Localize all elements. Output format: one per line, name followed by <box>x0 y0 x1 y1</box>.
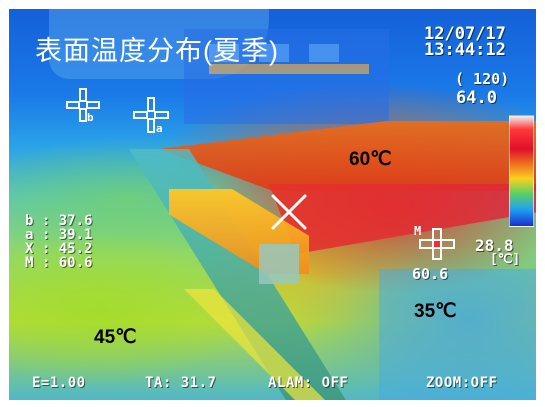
status-ambient-temp: TA: 31.7 <box>145 375 217 391</box>
center-x-marker-icon <box>271 194 307 230</box>
readout-value: : 37.6 <box>41 213 93 229</box>
building-window <box>209 44 239 62</box>
readout-value: : 60.6 <box>41 255 93 271</box>
building-window <box>259 44 289 62</box>
readout-row: X : 45.2 <box>25 241 93 257</box>
road-region <box>379 269 536 400</box>
readout-row: a : 39.1 <box>25 227 93 243</box>
readout-row: M : 60.6 <box>25 255 93 271</box>
annotation-roof-temp: 60℃ <box>349 149 392 170</box>
building-region <box>184 29 389 124</box>
status-alarm: ALAM: OFF <box>268 375 349 391</box>
building-window <box>309 44 339 62</box>
hot-roof-surface <box>159 121 536 191</box>
readout-label: a <box>25 227 34 243</box>
roof-edge-stripe <box>209 64 369 74</box>
temperature-colorbar <box>509 115 534 227</box>
readout-label: b <box>25 213 34 229</box>
readout-label: X <box>25 241 34 257</box>
readout-value: : 39.1 <box>41 227 93 243</box>
planter-box-side <box>259 244 299 284</box>
crosshair-b-icon: b <box>66 88 100 122</box>
scale-max-temp: 64.0 <box>456 88 497 108</box>
max-point-value: 60.6 <box>412 265 449 283</box>
annotation-lawn-temp: 45℃ <box>94 327 137 348</box>
max-point-crosshair-icon: M <box>414 224 455 260</box>
readout-value: : 45.2 <box>41 241 93 257</box>
status-zoom: ZOOM:OFF <box>426 375 498 391</box>
crosshair-a-icon: a <box>133 97 169 133</box>
cursor-m-label: M <box>414 224 421 238</box>
temperature-unit: [℃] <box>490 252 521 267</box>
scale-min-temp: 28.8 <box>475 236 514 255</box>
readout-label: M <box>25 255 34 271</box>
cursor-b-label: b <box>87 111 94 122</box>
scale-setting: ( 120) <box>455 70 510 88</box>
time-readout: 13:44:12 <box>424 40 506 60</box>
readout-row: b : 37.6 <box>25 213 93 229</box>
status-emissivity: E=1.00 <box>32 375 86 391</box>
annotation-road-temp: 35℃ <box>414 301 457 322</box>
image-title: 表面温度分布(夏季) <box>35 36 279 66</box>
cursor-a-label: a <box>156 122 163 133</box>
date-readout: 12/07/17 <box>424 24 506 44</box>
thermal-image <box>9 9 536 400</box>
